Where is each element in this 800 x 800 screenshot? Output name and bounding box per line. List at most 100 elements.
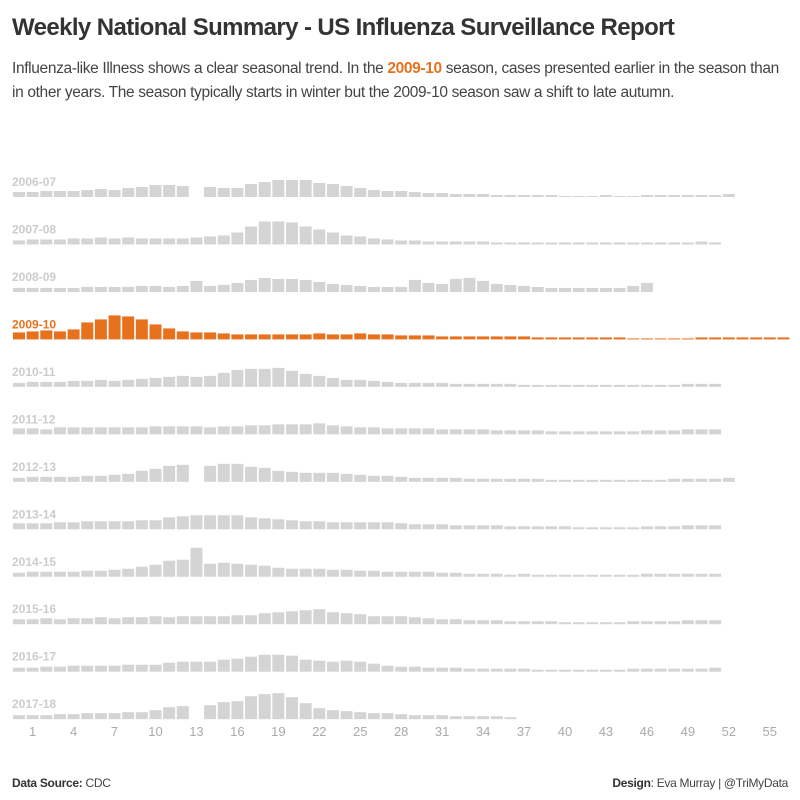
bar [531, 430, 544, 435]
x-tick-label: 19 [271, 724, 285, 739]
bar [354, 712, 367, 720]
bar [559, 384, 571, 387]
bar [381, 334, 394, 340]
bar [135, 187, 148, 197]
bar [81, 521, 94, 530]
bar [504, 383, 517, 387]
bar [217, 659, 230, 672]
bar [531, 621, 544, 625]
season-row-2008-09: 2008-09 [12, 270, 653, 292]
bar [504, 668, 517, 672]
bar [67, 571, 80, 577]
bar [258, 277, 271, 292]
bar [94, 665, 107, 672]
bar [463, 478, 476, 482]
bar [613, 287, 626, 292]
bar [463, 429, 476, 435]
season-row-2013-14: 2013-14 [12, 507, 722, 530]
bar [477, 280, 490, 292]
bar [135, 378, 148, 387]
season-row-2014-15: 2014-15 [12, 547, 722, 577]
bar [654, 242, 667, 245]
bar [340, 426, 353, 435]
bar [599, 574, 612, 577]
bar [627, 668, 640, 672]
bar [135, 470, 148, 482]
bar [149, 520, 162, 530]
season-label: 2009-10 [12, 317, 56, 331]
bar [94, 379, 107, 387]
bar [354, 379, 367, 387]
bar [217, 616, 230, 625]
bar [163, 465, 176, 482]
bar [340, 613, 353, 625]
bar [108, 286, 121, 292]
bar [709, 478, 722, 482]
bar [531, 242, 544, 245]
bar [81, 427, 94, 435]
bar [504, 195, 517, 197]
bar [422, 618, 435, 625]
bar [258, 518, 271, 530]
bar [163, 617, 176, 625]
bar [681, 429, 694, 435]
bar [381, 616, 394, 625]
bar [40, 239, 53, 245]
bar [627, 384, 640, 387]
bar [709, 337, 722, 340]
bar [299, 334, 312, 340]
bar [67, 618, 80, 625]
bar [217, 463, 230, 482]
bar [463, 277, 476, 292]
bar [122, 712, 135, 720]
bar [572, 384, 585, 387]
season-label: 2007-08 [12, 222, 56, 236]
bar [204, 661, 217, 672]
bar [504, 526, 517, 530]
bar [640, 479, 653, 482]
bar [135, 319, 148, 340]
season-row-2009-10: 2009-10 [12, 315, 790, 340]
bar [422, 715, 435, 720]
bar [163, 286, 176, 292]
bar [586, 669, 599, 672]
bar [695, 573, 708, 577]
bar [477, 194, 490, 197]
bar [94, 237, 107, 245]
bar [13, 619, 25, 625]
x-tick-label: 1 [29, 724, 36, 739]
bar [408, 240, 421, 245]
bar [313, 281, 326, 292]
bar [408, 715, 421, 720]
bar [695, 241, 708, 245]
bar [518, 336, 531, 340]
bar [654, 430, 667, 435]
bar [599, 337, 612, 340]
bar [108, 521, 121, 530]
bar [381, 522, 394, 530]
bar [422, 335, 435, 340]
bar [504, 242, 517, 245]
bar [286, 611, 298, 625]
bar [531, 574, 544, 577]
bar [149, 185, 162, 197]
design-label: Design [612, 776, 651, 790]
bar [531, 526, 544, 530]
bar [395, 191, 408, 197]
bar [722, 337, 735, 340]
bar [26, 192, 39, 197]
page-title: Weekly National Summary - US Influenza S… [12, 14, 675, 41]
bar [190, 280, 203, 292]
bar [436, 336, 449, 340]
subtitle-text-rest: season, cases presented earlier in the s… [12, 60, 779, 101]
bar [272, 221, 285, 245]
bar [326, 232, 339, 245]
bar [463, 194, 476, 197]
bar [436, 572, 449, 577]
bar [53, 714, 66, 720]
bar [463, 620, 476, 625]
bar [272, 519, 285, 530]
x-tick-label: 25 [353, 724, 367, 739]
bar [354, 285, 367, 292]
bar [272, 470, 285, 482]
